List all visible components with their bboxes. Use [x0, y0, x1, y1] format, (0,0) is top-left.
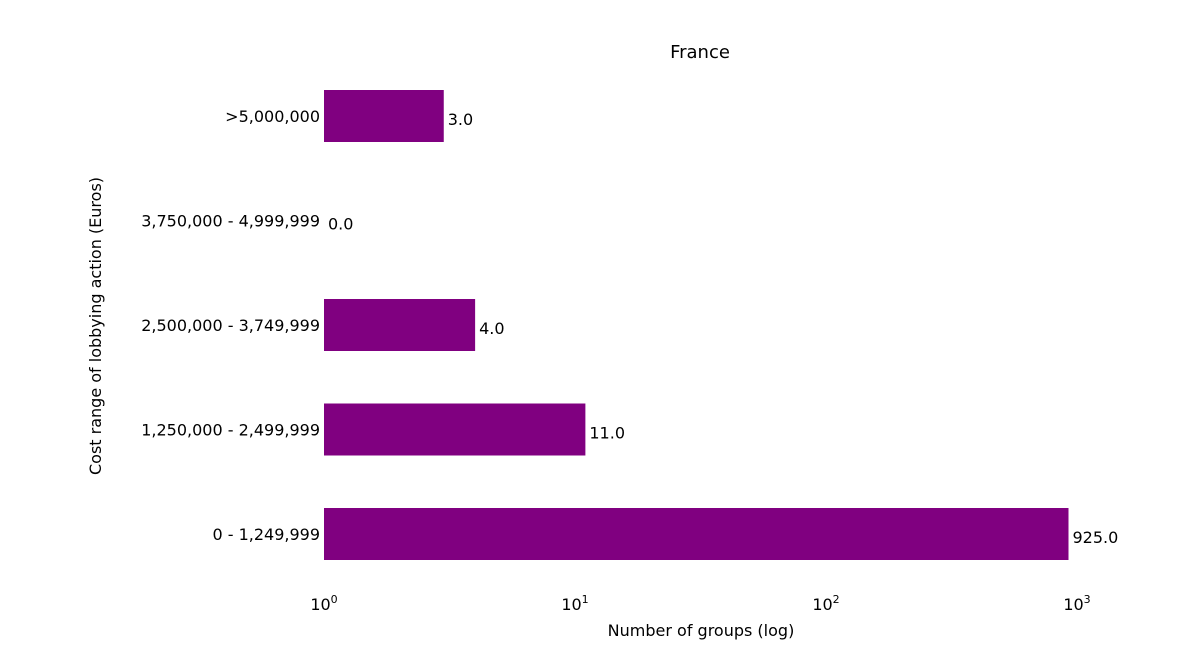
x-tick-label: 101 [561, 593, 588, 614]
bar-value-label: 0.0 [328, 215, 353, 234]
chart-title: France [670, 42, 730, 63]
bar-value-label: 11.0 [589, 424, 625, 443]
value-labels: 925.0 11.0 4.0 0.0 3.0 [328, 110, 1118, 547]
y-tick-label: 1,250,000 - 2,499,999 [141, 421, 320, 440]
bar [324, 90, 444, 142]
y-axis-label: Cost range of lobbying action (Euros) [86, 177, 105, 475]
bar [324, 299, 476, 351]
y-tick-label: 2,500,000 - 3,749,999 [141, 316, 320, 335]
x-tick-label: 100 [310, 593, 337, 614]
bars-group [324, 90, 1069, 560]
bar [324, 403, 586, 456]
y-tick-labels: 0 - 1,249,999 1,250,000 - 2,499,999 2,500,… [141, 107, 320, 544]
bar-value-label: 4.0 [479, 319, 504, 338]
y-tick-label: 3,750,000 - 4,999,999 [141, 212, 320, 231]
x-tick-label: 102 [812, 593, 839, 614]
x-tick-label: 103 [1063, 593, 1090, 614]
bar-value-label: 3.0 [448, 110, 473, 129]
bar-value-label: 925.0 [1073, 528, 1119, 547]
x-axis-label: Number of groups (log) [608, 621, 795, 640]
y-tick-label: >5,000,000 [225, 107, 320, 126]
bar [324, 508, 1069, 560]
y-tick-label: 0 - 1,249,999 [212, 525, 320, 544]
x-tick-labels: 100 101 102 103 [310, 593, 1090, 614]
